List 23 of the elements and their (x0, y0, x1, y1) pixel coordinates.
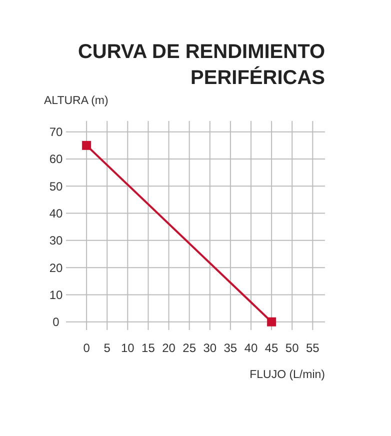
x-axis-title: FLUJO (L/min) (250, 369, 326, 381)
y-tick-label: 40 (49, 206, 63, 220)
y-axis-title: ALTURA (m) (44, 95, 108, 107)
x-tick-label: 20 (162, 341, 176, 355)
x-tick-label: 55 (306, 341, 320, 355)
x-tick-label: 40 (244, 341, 258, 355)
x-tick-label: 30 (203, 341, 217, 355)
x-tick-label: 10 (120, 341, 135, 355)
y-tick-label: 70 (49, 125, 63, 140)
y-tick-label: 10 (49, 288, 63, 302)
y-tick-label: 0 (52, 315, 60, 330)
chart-title: CURVA DE RENDIMIENTO PERIFÉRICAS (78, 41, 325, 89)
y-tick-label: 50 (49, 179, 63, 194)
x-tick-label: 15 (142, 341, 156, 355)
x-tick-label: 50 (285, 341, 300, 355)
x-tick-label: 5 (104, 341, 111, 355)
x-tick-label: 0 (83, 341, 90, 355)
y-tick-label: 30 (49, 234, 63, 248)
x-tick-label: 45 (264, 341, 279, 355)
y-tick-label: 60 (49, 152, 63, 166)
x-tick-label: 35 (224, 341, 238, 355)
y-tick-label: 20 (49, 260, 63, 275)
x-tick-label: 25 (182, 341, 196, 355)
